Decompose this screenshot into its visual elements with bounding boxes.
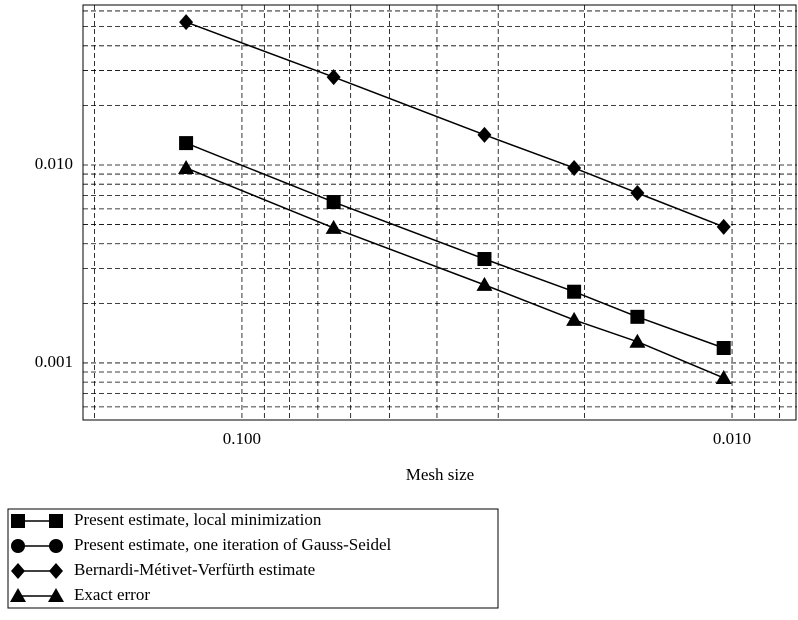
marker [326,195,341,210]
x-tick-label: 0.100 [223,429,261,448]
marker [179,14,194,31]
legend-marker [49,563,63,579]
x-axis-label: Mesh size [406,465,474,484]
series-line [185,167,724,379]
legend-label: Present estimate, one iteration of Gauss… [74,535,392,554]
legend-marker [11,539,25,553]
plot-frame [82,4,797,421]
marker [477,126,492,143]
marker [179,136,194,151]
legend-marker [10,588,26,602]
marker [715,369,732,384]
marker [326,69,341,86]
x-tick-label: 0.010 [713,429,751,448]
marker [716,340,731,355]
marker [477,252,492,267]
y-tick-label: 0.001 [35,352,73,371]
marker [630,309,645,324]
legend: Present estimate, local minimization Pres… [7,508,499,609]
marker [567,284,582,299]
marker [566,311,583,326]
marker [325,219,342,234]
legend-marker [48,588,64,602]
legend-label: Present estimate, local minimization [74,510,322,529]
series-line [185,21,724,228]
marker [567,159,582,176]
legend-marker [11,514,25,528]
legend-label: Exact error [74,585,150,604]
marker [716,218,731,235]
y-tick-label: 0.010 [35,154,73,173]
legend-marker [11,563,25,579]
legend-box [7,508,499,609]
legend-label: Bernardi-Métivet-Verfürth estimate [74,560,315,579]
series-line [185,142,724,349]
marker [178,159,195,174]
marker [630,184,645,201]
legend-marker [49,539,63,553]
marker [476,276,493,291]
marker [629,333,646,348]
legend-marker [49,514,63,528]
